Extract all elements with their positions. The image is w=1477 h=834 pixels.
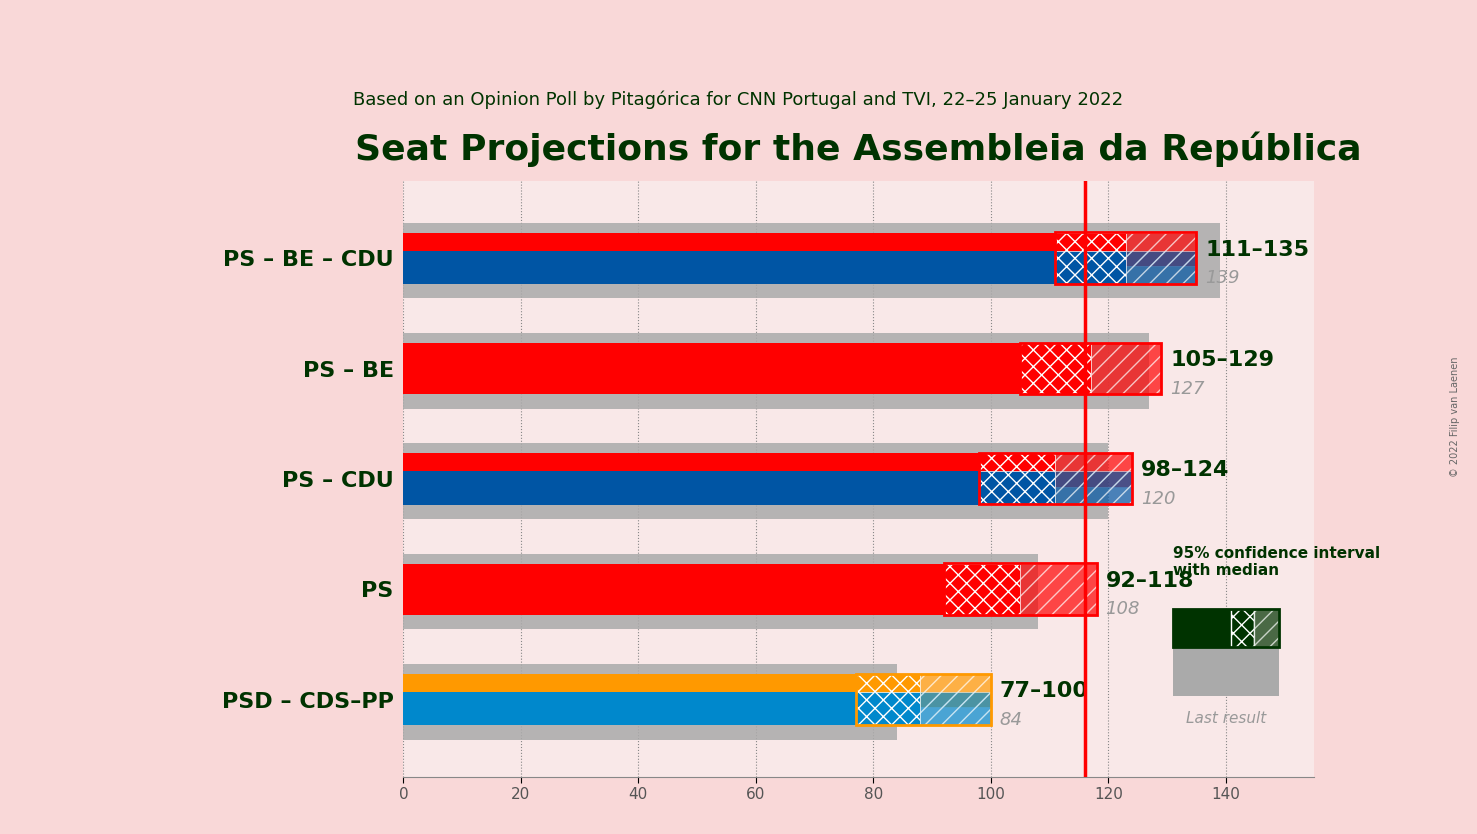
Bar xyxy=(855,674,920,707)
Bar xyxy=(1021,343,1090,394)
Text: 127: 127 xyxy=(1170,379,1205,398)
Bar xyxy=(403,674,855,707)
Bar xyxy=(403,444,1108,519)
Bar xyxy=(403,251,1056,284)
Text: 95% confidence interval
with median: 95% confidence interval with median xyxy=(1173,545,1380,578)
Text: 105–129: 105–129 xyxy=(1170,349,1275,369)
Text: 111–135: 111–135 xyxy=(1205,239,1309,259)
Text: © 2022 Filip van Laenen: © 2022 Filip van Laenen xyxy=(1450,357,1459,477)
Bar xyxy=(403,692,855,726)
Text: Based on an Opinion Poll by Pitagórica for CNN Portugal and TVI, 22–25 January 2: Based on an Opinion Poll by Pitagórica f… xyxy=(353,91,1124,109)
Bar xyxy=(1056,471,1131,505)
Bar xyxy=(1125,251,1196,284)
FancyBboxPatch shape xyxy=(1232,609,1254,647)
Bar xyxy=(920,674,991,707)
FancyBboxPatch shape xyxy=(1254,609,1279,647)
Bar xyxy=(920,692,991,726)
Bar xyxy=(403,471,979,505)
Bar xyxy=(1056,453,1131,486)
Bar xyxy=(1090,343,1161,394)
Bar xyxy=(403,564,944,615)
Text: Last result: Last result xyxy=(1186,711,1266,726)
Bar xyxy=(403,343,1021,394)
Bar xyxy=(979,453,1056,486)
Bar xyxy=(403,554,1038,630)
Text: 139: 139 xyxy=(1205,269,1239,287)
Text: 92–118: 92–118 xyxy=(1105,570,1193,590)
Bar xyxy=(855,692,920,726)
Text: 84: 84 xyxy=(1000,711,1022,729)
Text: 120: 120 xyxy=(1140,490,1176,508)
Bar xyxy=(979,471,1056,505)
Text: 98–124: 98–124 xyxy=(1140,460,1229,480)
FancyBboxPatch shape xyxy=(1173,648,1279,696)
Text: 108: 108 xyxy=(1105,600,1140,618)
Bar xyxy=(403,233,1056,266)
Title: Seat Projections for the Assembleia da República: Seat Projections for the Assembleia da R… xyxy=(356,132,1362,168)
Bar xyxy=(403,453,979,486)
Bar xyxy=(403,333,1149,409)
Bar xyxy=(944,564,1021,615)
Bar xyxy=(1125,233,1196,266)
Bar xyxy=(403,223,1220,299)
Bar xyxy=(403,664,897,740)
Bar xyxy=(1056,233,1125,266)
FancyBboxPatch shape xyxy=(1173,609,1232,647)
Bar xyxy=(1021,564,1096,615)
Bar xyxy=(1056,251,1125,284)
Text: 77–100: 77–100 xyxy=(1000,681,1089,701)
